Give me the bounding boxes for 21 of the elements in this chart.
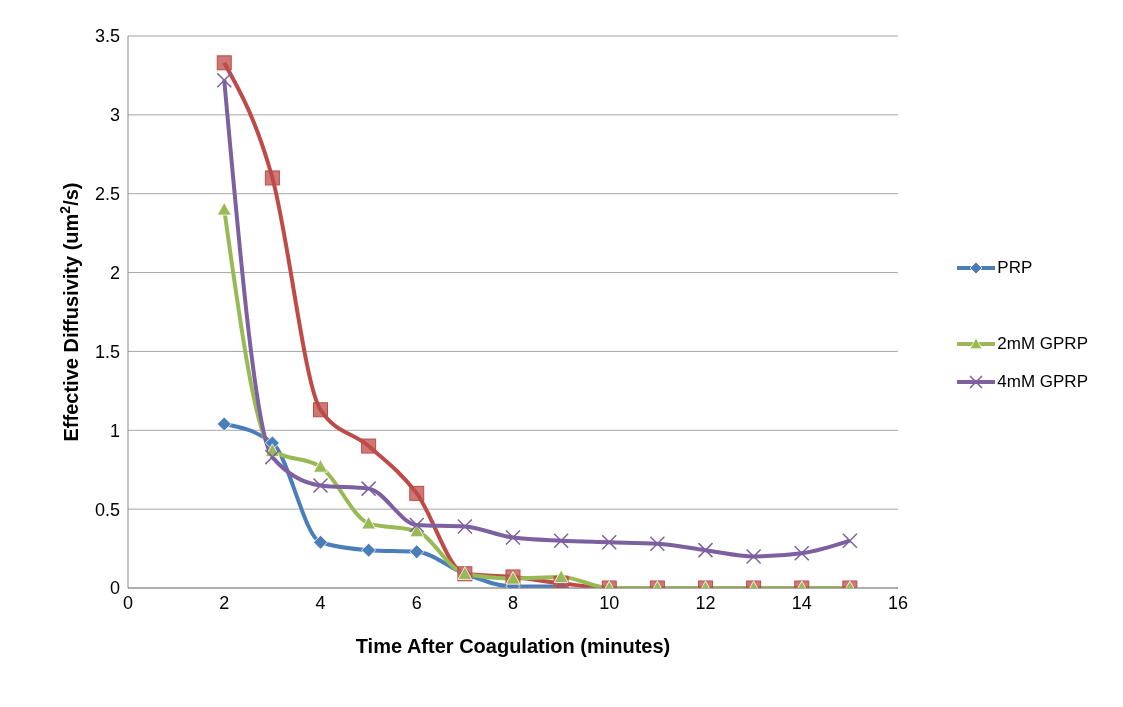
- x-tick-label: 10: [599, 592, 620, 613]
- y-tick-label: 2.5: [94, 184, 120, 205]
- legend-label: 4mM GPRP: [997, 372, 1088, 392]
- x-tick-label: 0: [122, 592, 134, 613]
- x-tick-label: 6: [411, 592, 422, 613]
- x-tick-label: 8: [507, 592, 519, 613]
- y-tick-label: 1.5: [94, 341, 120, 362]
- y-tick-label: 0: [109, 578, 120, 599]
- y-tick-label: 0.5: [94, 499, 120, 520]
- x-tick-label: 4: [315, 592, 326, 613]
- legend-label: PRP: [997, 258, 1033, 278]
- y-tick-label: 3.5: [94, 26, 120, 47]
- legend-label: 2mM GPRP: [997, 334, 1088, 354]
- y-tick-label: 1: [109, 420, 120, 441]
- x-tick-label: 16: [887, 592, 909, 613]
- y-tick-label: 3: [109, 105, 120, 126]
- x-tick-label: 14: [791, 592, 812, 613]
- x-axis-title: Time After Coagulation (minutes): [355, 635, 671, 657]
- x-tick-label: 2: [219, 592, 230, 613]
- y-tick-label: 2: [109, 262, 120, 283]
- x-tick-label: 12: [695, 592, 716, 613]
